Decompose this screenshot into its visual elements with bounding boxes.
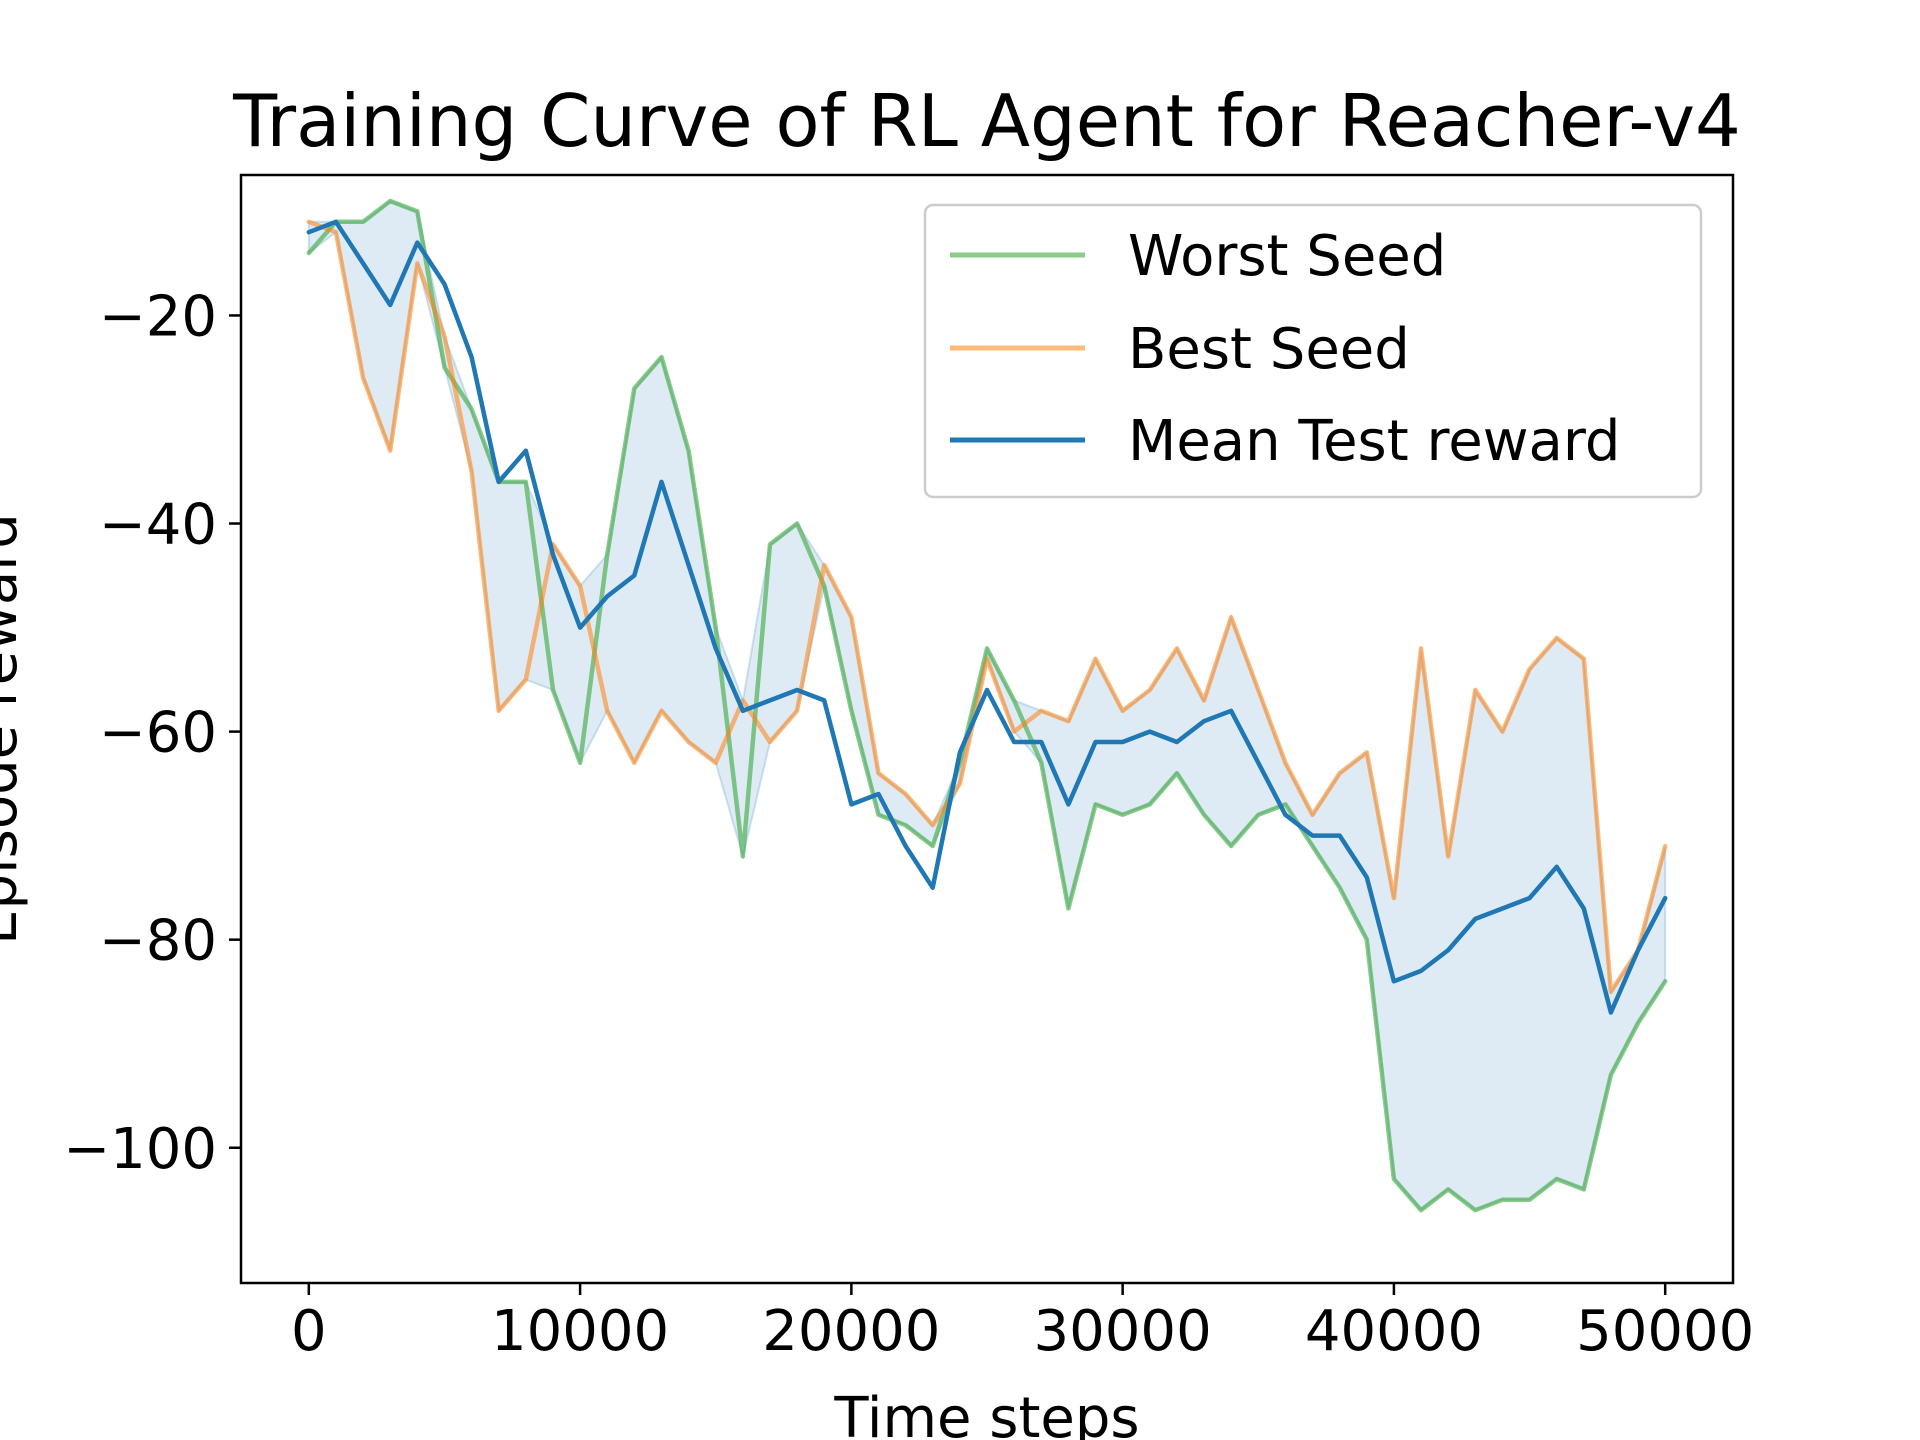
x-tick-label: 30000 bbox=[1034, 1299, 1212, 1364]
mean-seed-line bbox=[306, 219, 1668, 1015]
plot-area bbox=[306, 198, 1668, 1213]
chart-title: Training Curve of RL Agent for Reacher-v… bbox=[232, 79, 1741, 163]
y-tick-label: −80 bbox=[99, 909, 217, 974]
x-tick-label: 10000 bbox=[491, 1299, 669, 1364]
legend-label-mean: Mean Test reward bbox=[1128, 409, 1620, 474]
best-seed-line bbox=[306, 219, 1668, 994]
x-axis: 0 10000 20000 30000 40000 50000 bbox=[291, 1283, 1754, 1364]
y-tick-label: −20 bbox=[99, 284, 217, 349]
legend-frame bbox=[923, 203, 1703, 499]
y-axis-label: Episode reward bbox=[0, 513, 30, 945]
x-tick-label: 50000 bbox=[1576, 1299, 1754, 1364]
legend-label-worst: Worst Seed bbox=[1128, 224, 1446, 289]
axes-frame bbox=[239, 173, 1735, 1285]
worst-seed-line bbox=[306, 198, 1668, 1213]
x-tick-label: 40000 bbox=[1305, 1299, 1483, 1364]
legend: Worst Seed Best Seed Mean Test reward bbox=[923, 203, 1703, 499]
y-tick-label: −40 bbox=[99, 493, 217, 558]
y-tick-label: −100 bbox=[63, 1117, 217, 1182]
y-tick-label: −60 bbox=[99, 701, 217, 766]
x-axis-label: Time steps bbox=[833, 1386, 1139, 1440]
legend-label-best: Best Seed bbox=[1128, 317, 1410, 382]
x-tick-label: 20000 bbox=[762, 1299, 940, 1364]
y-axis: −20 −40 −60 −80 −100 bbox=[63, 284, 241, 1182]
x-tick-label: 0 bbox=[291, 1299, 327, 1364]
